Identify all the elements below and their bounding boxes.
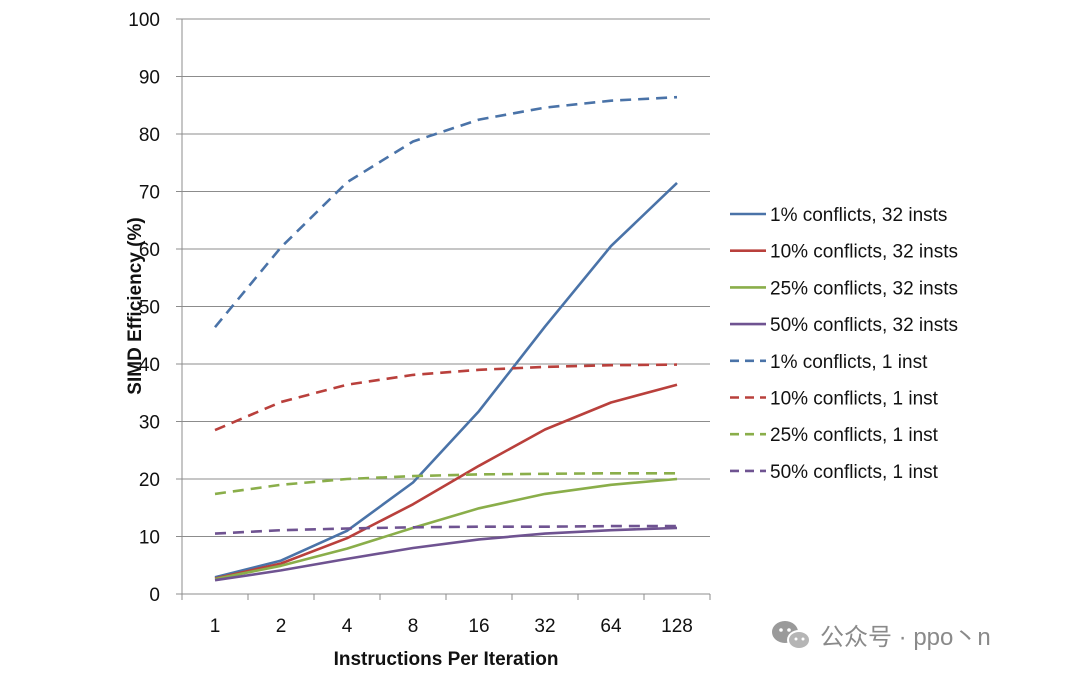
y-tick-label: 70	[139, 183, 160, 204]
legend-label: 1% conflicts, 32 insts	[770, 205, 947, 226]
gridlines	[182, 18, 710, 537]
y-tick-label: 90	[139, 68, 160, 89]
y-tick-label: 60	[139, 240, 160, 261]
series-line-4	[214, 526, 678, 582]
legend-label: 50% conflicts, 32 insts	[770, 315, 958, 336]
series-line-7	[214, 471, 677, 496]
y-tick-label: 100	[128, 10, 160, 31]
y-tick-label: 40	[139, 355, 160, 376]
x-tick-label: 128	[661, 616, 693, 637]
series-line-2	[214, 383, 678, 580]
y-tick-label: 50	[139, 298, 160, 319]
y-tick-label: 30	[139, 413, 160, 434]
series-line-1	[214, 181, 678, 579]
y-tick-label: 0	[149, 585, 160, 606]
watermark: 公众号 · ppo丶n	[772, 621, 991, 651]
series-line-8	[214, 524, 677, 535]
watermark-text: 公众号 · ppo丶n	[820, 624, 991, 651]
x-axis-title: Instructions Per Iteration	[334, 649, 559, 670]
legend: 1% conflicts, 32 insts 10% conflicts, 32 …	[730, 205, 958, 483]
legend-label: 1% conflicts, 1 inst	[770, 352, 928, 373]
x-tick-label: 4	[342, 616, 353, 637]
y-tick-label: 10	[139, 528, 160, 549]
legend-label: 10% conflicts, 1 inst	[770, 389, 939, 410]
wechat-icon	[772, 621, 811, 650]
x-tick-label: 32	[534, 616, 555, 637]
series-line-5	[213, 95, 678, 329]
x-tick-label: 16	[468, 616, 489, 637]
axes: 0 10 20 30 40 50 60 70 80 90 100 1 2 4 8 16 32 64 128	[128, 10, 711, 637]
y-tick-label: 80	[139, 125, 160, 146]
x-tick-label: 64	[600, 616, 622, 637]
x-tick-label: 8	[408, 616, 419, 637]
series-lines	[213, 95, 678, 582]
x-tick-label: 2	[276, 616, 287, 637]
legend-label: 10% conflicts, 32 insts	[770, 242, 958, 263]
legend-label: 25% conflicts, 32 insts	[770, 278, 958, 299]
y-tick-label: 20	[139, 470, 160, 491]
x-tick-label: 1	[210, 616, 221, 637]
y-axis-title: SIMD Efficiency (%)	[125, 217, 146, 394]
legend-label: 25% conflicts, 1 inst	[770, 425, 939, 446]
series-line-3	[214, 477, 678, 581]
legend-label: 50% conflicts, 1 inst	[770, 462, 939, 483]
series-line-6	[214, 363, 678, 432]
